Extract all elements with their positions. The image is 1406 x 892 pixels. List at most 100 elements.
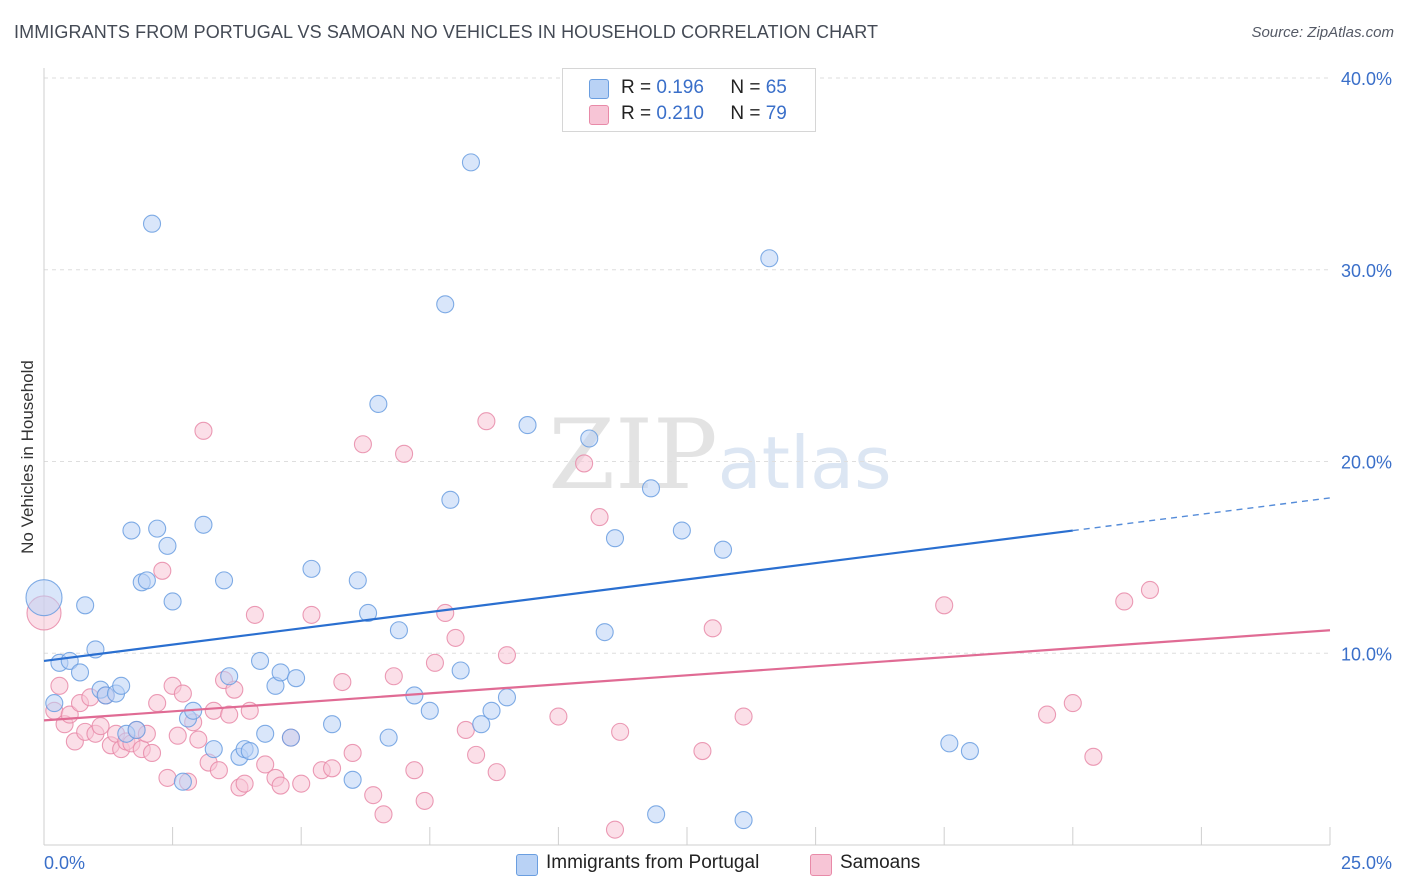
legend-n-value: 65	[765, 77, 787, 98]
point-samoan	[456, 720, 475, 740]
legend-n-label: N =	[730, 103, 761, 124]
legend-n-label: N =	[730, 77, 761, 98]
point-portugal	[960, 741, 979, 761]
trendline-portugal-extension	[1072, 497, 1331, 532]
point-samoan	[1140, 580, 1160, 600]
trendline-portugal	[43, 529, 1073, 663]
point-portugal	[158, 536, 177, 555]
point-samoan	[575, 454, 594, 473]
point-samoan	[209, 761, 228, 780]
point-portugal	[112, 676, 131, 695]
point-portugal	[441, 490, 460, 509]
point-samoan	[549, 707, 568, 726]
y-tick-label: 30.0%	[1341, 261, 1392, 281]
point-samoan	[446, 628, 465, 647]
legend-swatch-blue	[589, 79, 609, 99]
legend-n-value: 79	[765, 103, 787, 124]
chart-title: IMMIGRANTS FROM PORTUGAL VS SAMOAN NO VE…	[14, 22, 879, 42]
legend-r-value: 0.196	[656, 77, 704, 98]
point-portugal	[25, 579, 63, 617]
point-portugal	[451, 661, 470, 680]
point-portugal	[281, 728, 300, 747]
point-samoan	[91, 717, 110, 736]
point-samoan	[703, 619, 722, 638]
point-portugal	[389, 621, 408, 640]
point-portugal	[45, 694, 64, 713]
point-samoan	[343, 743, 362, 763]
point-portugal	[647, 805, 666, 824]
point-portugal	[194, 515, 213, 534]
point-samoan	[395, 444, 414, 463]
point-portugal	[641, 479, 661, 498]
point-samoan	[467, 745, 486, 764]
point-samoan	[142, 743, 162, 763]
point-samoan	[734, 707, 753, 726]
point-portugal	[163, 592, 182, 611]
point-samoan	[245, 605, 264, 624]
point-samoan	[323, 759, 342, 778]
point-portugal	[271, 663, 290, 682]
point-portugal	[148, 519, 167, 538]
point-samoan	[1038, 705, 1057, 724]
point-samoan	[148, 694, 167, 713]
series-legend: Immigrants from Portugal Samoans	[0, 852, 1406, 878]
point-portugal	[472, 715, 491, 734]
point-samoan	[194, 421, 213, 440]
point-portugal	[76, 596, 95, 615]
point-portugal	[240, 741, 259, 761]
point-samoan	[693, 741, 712, 761]
point-portugal	[137, 571, 156, 590]
legend-r-value: 0.210	[656, 103, 704, 124]
point-portugal	[461, 153, 481, 172]
point-samoan	[235, 774, 254, 793]
point-portugal	[287, 669, 306, 688]
x-tick-label: 0.0%	[44, 853, 85, 873]
point-samoan	[425, 653, 444, 672]
y-axis-label: No Vehicles in Household	[18, 360, 37, 554]
point-portugal	[214, 571, 234, 590]
legend-r-label: R =	[621, 103, 652, 124]
point-portugal	[379, 728, 398, 747]
point-portugal	[436, 295, 455, 314]
point-portugal	[256, 724, 275, 743]
series-label-portugal: Immigrants from Portugal	[546, 852, 760, 873]
trendline-samoans	[43, 629, 1331, 722]
point-samoan	[590, 508, 609, 527]
point-portugal	[518, 416, 537, 435]
point-portugal	[127, 720, 146, 740]
point-portugal	[348, 571, 367, 590]
point-samoan	[497, 646, 517, 665]
point-samoan	[605, 820, 625, 839]
point-samoan	[292, 774, 311, 793]
point-portugal	[420, 701, 439, 720]
point-samoan	[50, 676, 69, 695]
series-label-samoans: Samoans	[840, 852, 921, 873]
point-portugal	[250, 651, 270, 670]
y-tick-label: 20.0%	[1341, 453, 1392, 473]
x-tick-label: 25.0%	[1341, 853, 1392, 873]
point-samoan	[415, 791, 434, 810]
y-tick-label: 10.0%	[1341, 644, 1392, 664]
point-portugal	[605, 529, 625, 548]
point-portugal	[497, 688, 517, 707]
point-samoan	[220, 705, 239, 724]
point-portugal	[173, 772, 192, 791]
point-samoan	[353, 435, 372, 454]
point-portugal	[672, 521, 691, 540]
point-portugal	[940, 734, 959, 753]
watermark: ZIPatlas	[548, 399, 891, 511]
legend: R = 0.196 N = 65 R = 0.210 N = 79	[562, 68, 816, 132]
point-samoan	[256, 755, 275, 774]
point-portugal	[734, 811, 753, 830]
point-portugal	[482, 701, 501, 720]
point-samoan	[189, 730, 208, 749]
point-portugal	[343, 770, 362, 789]
point-portugal	[142, 214, 162, 233]
point-samoan	[333, 672, 352, 692]
point-portugal	[302, 559, 321, 578]
point-samoan	[271, 776, 290, 795]
legend-r-label: R =	[621, 77, 652, 98]
point-portugal	[595, 623, 614, 642]
point-portugal	[220, 667, 239, 686]
